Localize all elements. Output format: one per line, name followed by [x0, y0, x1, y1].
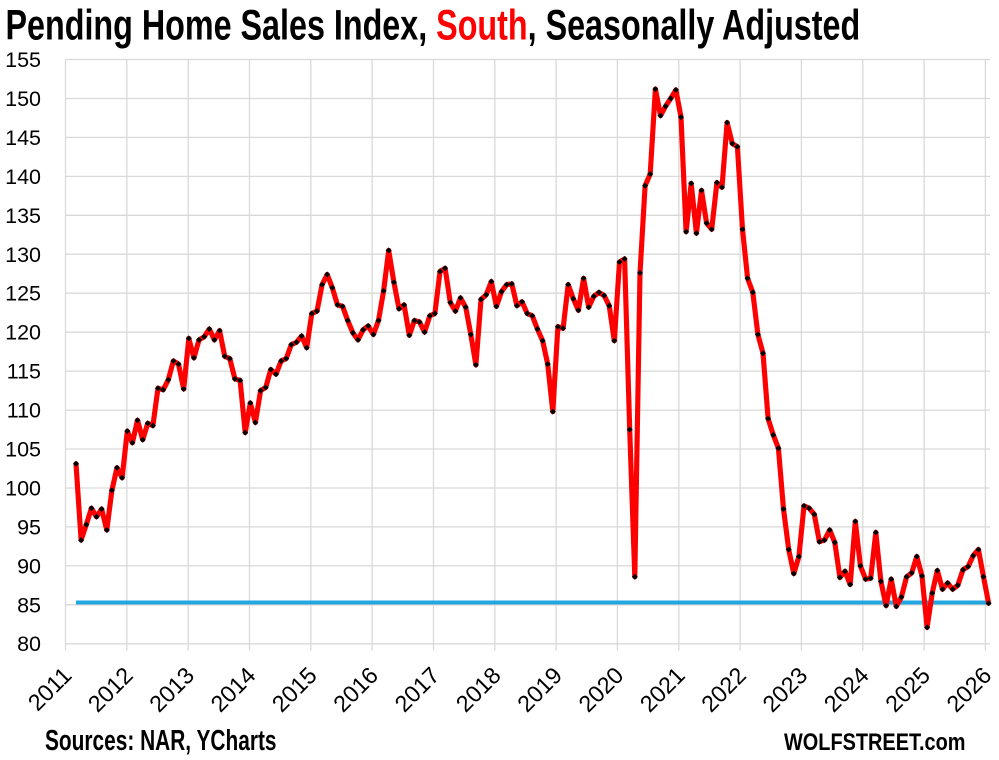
svg-text:140: 140	[5, 165, 41, 189]
svg-text:80: 80	[17, 632, 41, 656]
svg-text:150: 150	[5, 87, 41, 111]
svg-text:85: 85	[17, 593, 41, 617]
svg-text:155: 155	[5, 48, 41, 72]
svg-text:115: 115	[7, 360, 41, 384]
svg-text:Sources: NAR, YCharts: Sources: NAR, YCharts	[45, 725, 277, 757]
svg-text:135: 135	[5, 204, 41, 228]
svg-text:130: 130	[5, 243, 41, 267]
svg-text:100: 100	[5, 477, 41, 501]
svg-text:WOLFSTREET.com: WOLFSTREET.com	[784, 728, 965, 755]
svg-text:145: 145	[5, 126, 41, 150]
svg-text:110: 110	[7, 399, 41, 423]
svg-text:105: 105	[5, 438, 41, 462]
svg-text:120: 120	[5, 321, 41, 345]
svg-text:90: 90	[17, 554, 41, 578]
svg-text:Pending Home Sales Index, Sout: Pending Home Sales Index, South, Seasona…	[6, 1, 861, 48]
svg-text:95: 95	[17, 515, 41, 539]
svg-text:125: 125	[5, 282, 41, 306]
